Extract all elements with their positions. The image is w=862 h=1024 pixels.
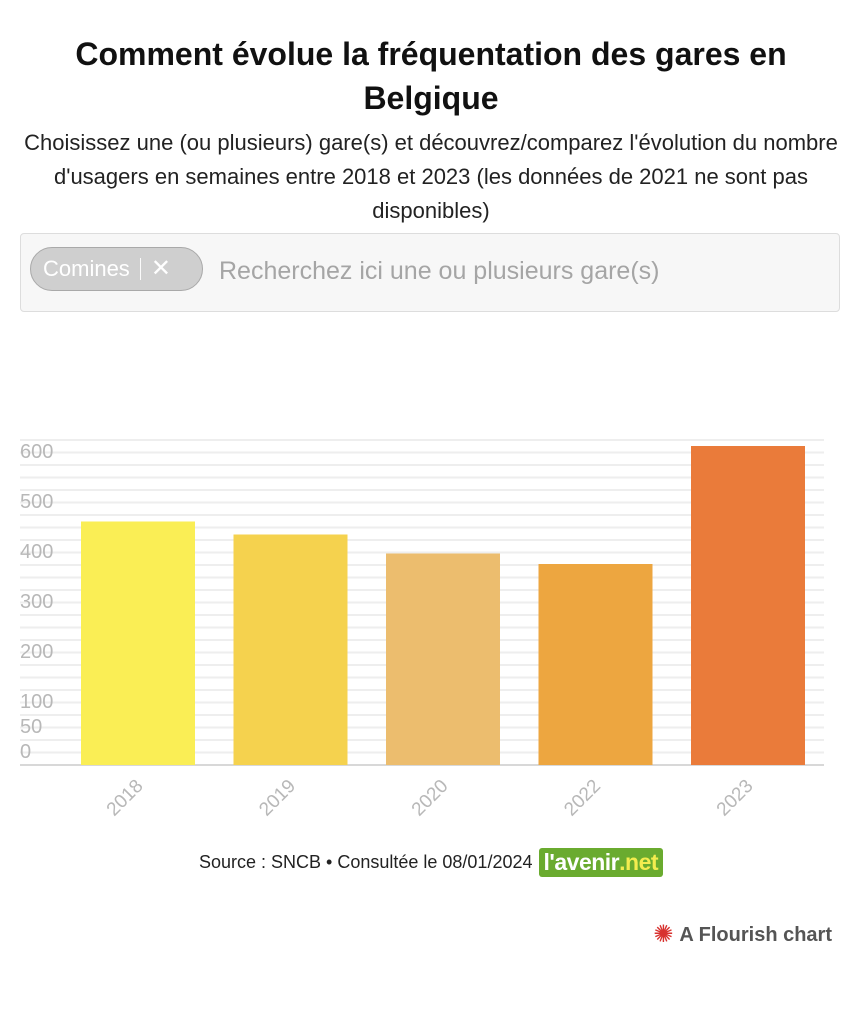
station-search-box[interactable]: Comines ✕ (20, 233, 840, 312)
close-icon[interactable]: ✕ (150, 255, 171, 282)
bar-2018 (81, 521, 195, 765)
y-tick-label: 400 (20, 541, 53, 563)
y-tick-label: 300 (20, 591, 53, 613)
source-line: Source : SNCB • Consultée le 08/01/2024 … (0, 848, 862, 877)
y-tick-label: 600 (20, 441, 53, 463)
y-tick-label: 0 (20, 741, 31, 763)
station-search-input[interactable] (217, 250, 821, 292)
selected-station-chip[interactable]: Comines ✕ (30, 247, 203, 291)
lavenir-logo[interactable]: l'avenir .net (538, 848, 664, 877)
y-tick-label: 50 (20, 716, 42, 738)
bar-2019 (233, 534, 348, 765)
bar-2023 (691, 446, 805, 765)
x-tick-label: 2018 (103, 776, 148, 821)
source-text: Source : SNCB • Consultée le 08/01/2024 (198, 852, 533, 872)
x-tick-label: 2023 (713, 776, 758, 821)
x-tick-label: 2019 (255, 776, 300, 821)
flourish-icon: ✺ (653, 921, 674, 948)
bar-chart: 0 50 100 200 300 400 500 600 2018 2019 2020 2022 202… (20, 439, 824, 821)
y-tick-label: 500 (20, 491, 53, 513)
y-tick-label: 200 (20, 641, 53, 663)
flourish-label: A Flourish chart (679, 923, 832, 946)
x-tick-label: 2022 (560, 776, 605, 821)
chart-title: Comment évolue la fréquentation des gare… (75, 36, 787, 116)
chip-divider (139, 258, 141, 280)
y-tick-label: 100 (20, 691, 53, 713)
chip-label: Comines (43, 256, 130, 281)
bar-2022 (538, 564, 653, 765)
chart-subtitle: Choisissez une (ou plusieurs) gare(s) et… (24, 130, 838, 223)
x-tick-label: 2020 (408, 776, 453, 821)
flourish-credit[interactable]: ✺ A Flourish chart (653, 923, 832, 947)
bar-2020 (386, 553, 500, 765)
